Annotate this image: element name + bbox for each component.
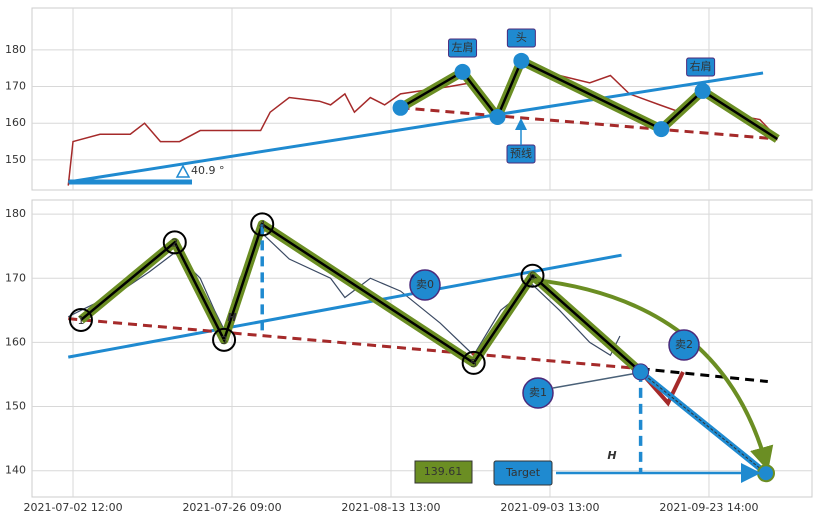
target-label: Target	[505, 466, 541, 479]
pattern-point	[513, 52, 530, 69]
pattern-label: 3	[221, 334, 228, 347]
annotation: 左肩	[452, 40, 474, 54]
pattern-point	[694, 82, 711, 99]
y-tick-label: 160	[5, 116, 26, 129]
pattern-label: 4	[259, 218, 266, 231]
y-tick-label: 180	[5, 207, 26, 220]
height-label: H	[607, 449, 616, 462]
x-tick-label: 2021-07-02 12:00	[23, 501, 122, 514]
sell-label: 卖0	[416, 278, 434, 291]
x-tick-label: 2021-09-03 13:00	[500, 501, 599, 514]
target-point	[757, 464, 775, 483]
pattern-point	[212, 327, 237, 352]
y-tick-label: 160	[5, 335, 26, 348]
pattern-point	[68, 307, 93, 332]
x-tick-label: 2021-08-13 13:00	[341, 501, 440, 514]
label-box	[506, 28, 536, 48]
trend-line	[67, 253, 622, 359]
y-tick-label: 170	[5, 271, 26, 284]
sell-badge	[409, 269, 441, 301]
pattern-point	[520, 263, 545, 288]
pattern-label: 6	[529, 270, 536, 283]
y-tick-label: 140	[5, 464, 26, 477]
pattern-point	[454, 63, 471, 80]
height-label: H	[227, 311, 236, 324]
y-tick-label: 150	[5, 153, 26, 166]
pattern-point	[461, 350, 486, 375]
pattern-point	[653, 121, 670, 138]
neckline	[68, 317, 641, 371]
price-line	[67, 232, 621, 357]
sell-label: 卖2	[675, 338, 693, 351]
pattern-label: 2	[171, 236, 178, 249]
label-box	[448, 38, 478, 58]
pattern-point	[489, 108, 506, 125]
price-line	[67, 63, 778, 186]
y-tick-label: 170	[5, 80, 26, 93]
pattern-point	[162, 230, 187, 255]
x-tick-label: 2021-09-23 14:00	[659, 501, 758, 514]
trend-line	[68, 71, 764, 184]
annotation: 预线	[510, 146, 532, 160]
pointer	[552, 373, 633, 389]
pattern-point	[250, 212, 275, 237]
breakout-point	[632, 363, 650, 381]
annotation: 右肩	[690, 59, 712, 73]
label-box	[686, 57, 716, 77]
neckline-extension	[640, 367, 768, 384]
sell-badge	[522, 377, 554, 409]
angle-label: 40.9 °	[191, 164, 225, 177]
neckline	[400, 106, 778, 141]
pattern-point	[392, 99, 409, 116]
y-tick-label: 150	[5, 400, 26, 413]
target-path-inner	[640, 371, 767, 474]
pattern-label: 1	[77, 314, 84, 327]
y-tick-label: 180	[5, 43, 26, 56]
sell-label: 卖1	[529, 386, 547, 399]
annotation: 头	[516, 31, 527, 44]
target-value-box	[414, 460, 473, 484]
angle-icon	[175, 164, 191, 178]
pattern-label: 5	[470, 357, 477, 370]
target-box	[493, 460, 553, 486]
x-tick-label: 2021-07-26 09:00	[182, 501, 281, 514]
target-value: 139.61	[424, 465, 463, 478]
sell-badge	[668, 329, 700, 361]
